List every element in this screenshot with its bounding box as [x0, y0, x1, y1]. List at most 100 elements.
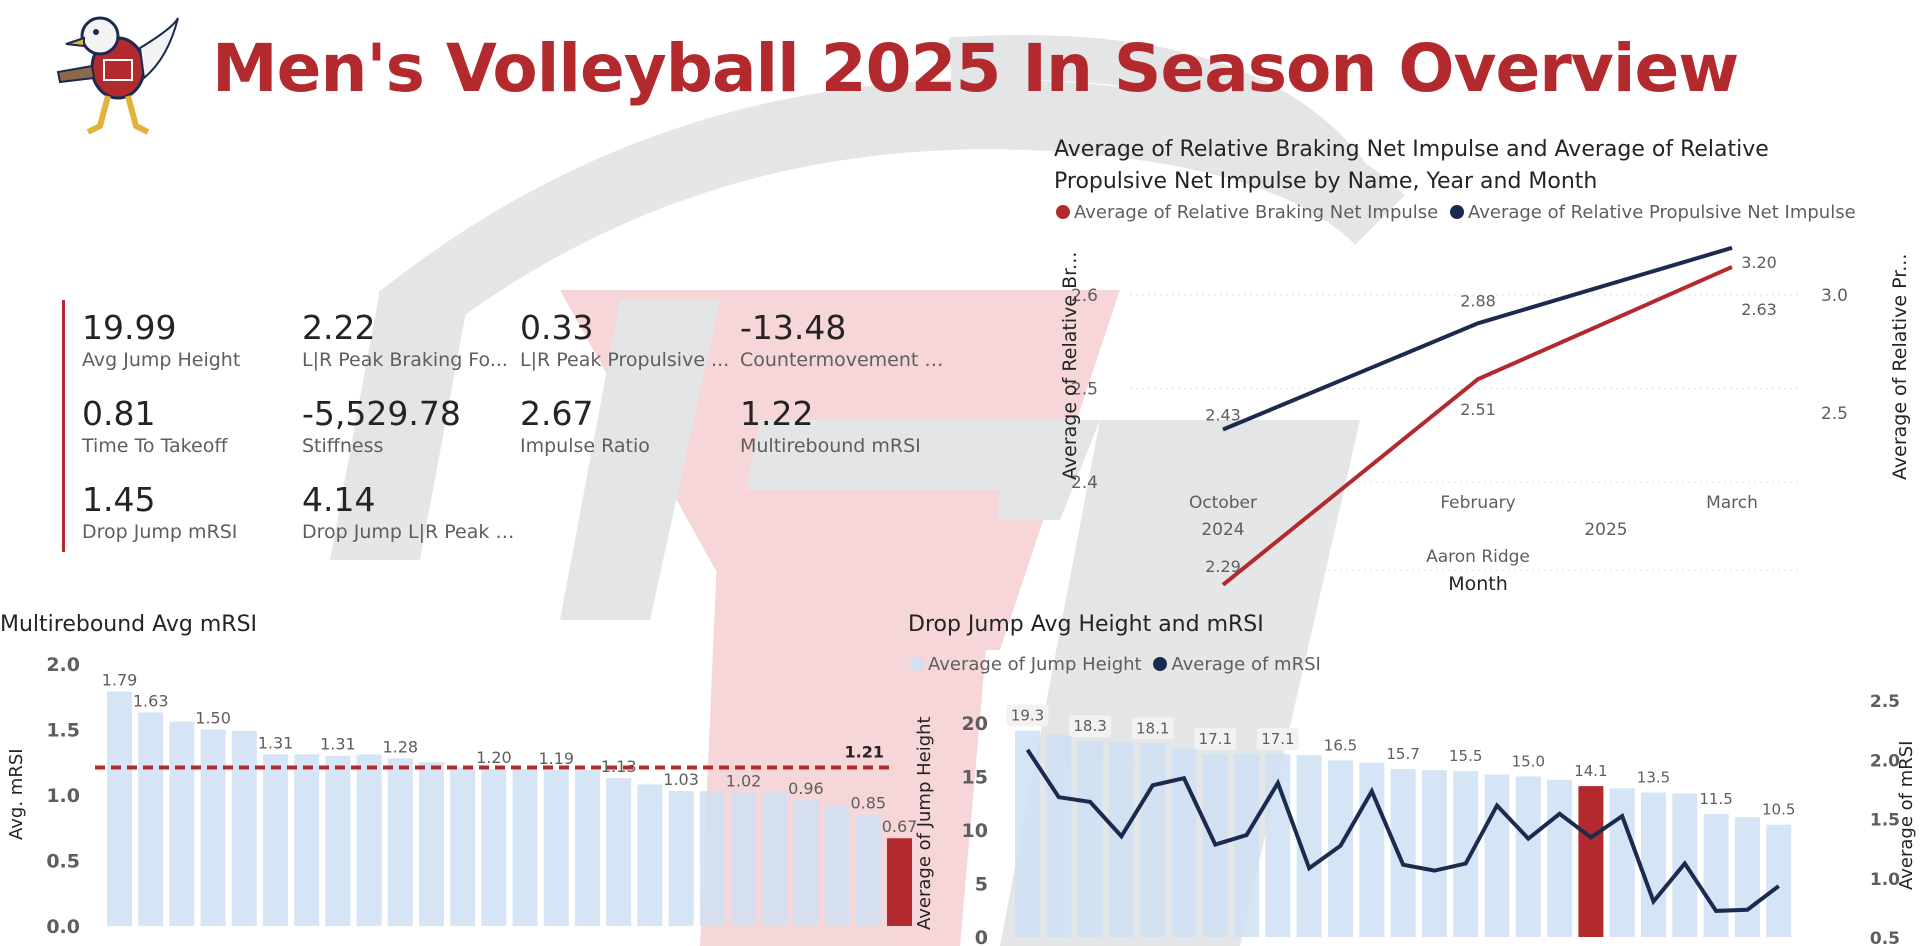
- impulse-x-axis-title: Month: [1448, 573, 1508, 595]
- kpi-value: 2.67: [520, 394, 594, 433]
- left-tick-label: 2.4: [1071, 473, 1098, 493]
- mrsi-bar: [481, 768, 507, 926]
- mrsi-data-label: 1.03: [663, 770, 699, 789]
- mrsi-bar: [824, 805, 850, 926]
- y-tick-label: 0.0: [46, 916, 80, 938]
- mrsi-data-label: 1.28: [382, 737, 418, 756]
- name-tick-label: Aaron Ridge: [1426, 547, 1530, 567]
- braking-data-label: 2.29: [1205, 557, 1241, 576]
- jump-height-bar: [1734, 817, 1760, 937]
- left-tick-label: 0: [975, 927, 988, 946]
- jump-height-bar: [1390, 769, 1416, 937]
- mrsi-bar: [762, 792, 788, 926]
- y-tick-label: 2.0: [46, 654, 80, 676]
- kpi-value: 2.22: [302, 308, 376, 347]
- mrsi-data-label: 1.31: [258, 733, 294, 752]
- year-tick-label: 2025: [1584, 520, 1627, 540]
- jump-height-bar: [1703, 813, 1729, 937]
- braking-data-label: 2.63: [1741, 300, 1777, 319]
- drop-right-axis-title: Average of mRSI: [1896, 741, 1917, 890]
- jump-height-bar: [1766, 824, 1792, 937]
- jump-height-bar: [1140, 743, 1166, 937]
- kpi-card: 19.99 Avg Jump Height: [82, 308, 297, 372]
- drop-jump-combo-chart[interactable]: 0 5 10 15 20 0.5 1.0 1.5 2.0 2.5 Average of Jump H…: [908, 680, 1920, 946]
- mrsi-bar: [387, 758, 413, 926]
- impulse-line-chart[interactable]: 2.4 2.5 2.6 2.5 3.0 Average of Relative Br...…: [1040, 240, 1920, 610]
- jump-height-data-label: 15.7: [1386, 745, 1419, 763]
- mrsi-bar: [419, 762, 444, 926]
- mrsi-bar: [450, 767, 476, 926]
- mrsi-data-label: 0.67: [882, 817, 918, 836]
- braking-legend-label: Average of Relative Braking Net Impulse: [1074, 202, 1439, 223]
- propulsive-data-label: 2.43: [1205, 406, 1241, 425]
- kpi-label: Drop Jump mRSI: [82, 521, 238, 543]
- right-tick-label: 3.0: [1821, 286, 1848, 306]
- mrsi-y-axis-title: Avg. mRSI: [6, 748, 27, 840]
- drop-left-axis-title: Average of Jump Height: [914, 716, 935, 930]
- mrsi-bar: [855, 814, 881, 926]
- mrsi-bar: [543, 770, 569, 926]
- right-tick-label: 1.5: [1870, 811, 1900, 831]
- kpi-value: -5,529.78: [302, 394, 461, 433]
- jump-height-bar: [1421, 770, 1447, 937]
- mrsi-chart-title: Multirebound Avg mRSI: [0, 612, 258, 637]
- impulse-legend[interactable]: Average of Relative Braking Net Impulse …: [1056, 202, 1856, 223]
- month-tick-label: February: [1440, 493, 1515, 513]
- mrsi-bar: [606, 777, 632, 926]
- propulsive-data-label: 3.20: [1741, 253, 1777, 272]
- mrsi-data-label: 1.79: [102, 671, 138, 690]
- kpi-label: Avg Jump Height: [82, 349, 241, 371]
- jump-height-bar: [1234, 754, 1260, 937]
- right-tick-label: 2.5: [1821, 404, 1848, 424]
- braking-data-label: 2.51: [1460, 400, 1496, 419]
- kpi-value: 19.99: [82, 308, 177, 347]
- eagle-mascot-icon: [56, 16, 179, 135]
- jump-height-data-label: 11.5: [1699, 790, 1732, 808]
- mrsi-series-line: [1025, 748, 1780, 913]
- left-tick-label: 10: [962, 820, 988, 842]
- jump-height-data-label: 15.5: [1449, 747, 1482, 765]
- mrsi-data-label: 0.85: [850, 794, 886, 813]
- impulse-left-axis-title: Average of Relative Br...: [1059, 252, 1081, 480]
- mrsi-bar-chart[interactable]: 0.0 0.5 1.0 1.5 2.0 Avg. mRSI 1.791.63 1.50 1.31…: [0, 640, 917, 946]
- kpi-value: -13.48: [740, 308, 847, 347]
- left-tick-label: 2.5: [1071, 380, 1098, 400]
- jump-height-bar: [1046, 734, 1072, 937]
- jump-height-data-label: 10.5: [1762, 801, 1795, 819]
- kpi-card: 2.22 L|R Peak Braking Fo...: [302, 308, 517, 372]
- right-tick-label: 2.0: [1870, 751, 1900, 771]
- left-tick-label: 2.6: [1071, 286, 1098, 306]
- kpi-card: 0.33 L|R Peak Propulsive ...: [520, 308, 735, 372]
- drop-legend[interactable]: Average of Jump Height Average of mRSI: [910, 654, 1321, 675]
- jump-height-legend-label: Average of Jump Height: [928, 654, 1142, 675]
- kpi-card: 2.67 Impulse Ratio: [520, 394, 735, 458]
- data-label-background: [1194, 728, 1237, 751]
- kpi-card: 4.14 Drop Jump L|R Peak Br...: [302, 480, 517, 544]
- page-title: Men's Volleyball 2025 In Season Overview: [212, 30, 1739, 107]
- data-label-background: [1256, 728, 1299, 751]
- jump-height-bar: [1328, 760, 1353, 937]
- kpi-value: 4.14: [302, 480, 376, 519]
- left-tick-label: 15: [962, 767, 988, 789]
- impulse-right-axis-title: Average of Relative Pr...: [1889, 254, 1911, 480]
- average-reference-label: 1.21: [845, 742, 884, 761]
- propulsive-data-label: 2.88: [1460, 291, 1496, 310]
- mrsi-legend-label: Average of mRSI: [1171, 654, 1321, 675]
- right-tick-label: 2.5: [1870, 692, 1900, 712]
- data-label-background: [1131, 717, 1174, 740]
- left-tick-label: 20: [962, 713, 988, 735]
- kpi-card: -5,529.78 Stiffness: [302, 394, 517, 458]
- drop-chart-title: Drop Jump Avg Height and mRSI: [908, 612, 1264, 637]
- kpi-label: L|R Peak Propulsive ...: [520, 349, 730, 371]
- jump-height-data-label: 19.3: [1011, 706, 1044, 724]
- jump-height-data-label: 15.0: [1512, 753, 1545, 771]
- mrsi-bar: [637, 784, 663, 926]
- left-tick-label: 5: [975, 874, 988, 896]
- jump-height-bar: [1077, 741, 1103, 937]
- mrsi-bar: [107, 691, 132, 926]
- propulsive-legend-dot: [1449, 205, 1464, 219]
- mrsi-bar: [200, 729, 226, 926]
- kpi-card: 0.81 Time To Takeoff: [82, 394, 297, 458]
- kpi-accent-bar: [62, 300, 65, 552]
- jump-height-bar: [1609, 788, 1635, 937]
